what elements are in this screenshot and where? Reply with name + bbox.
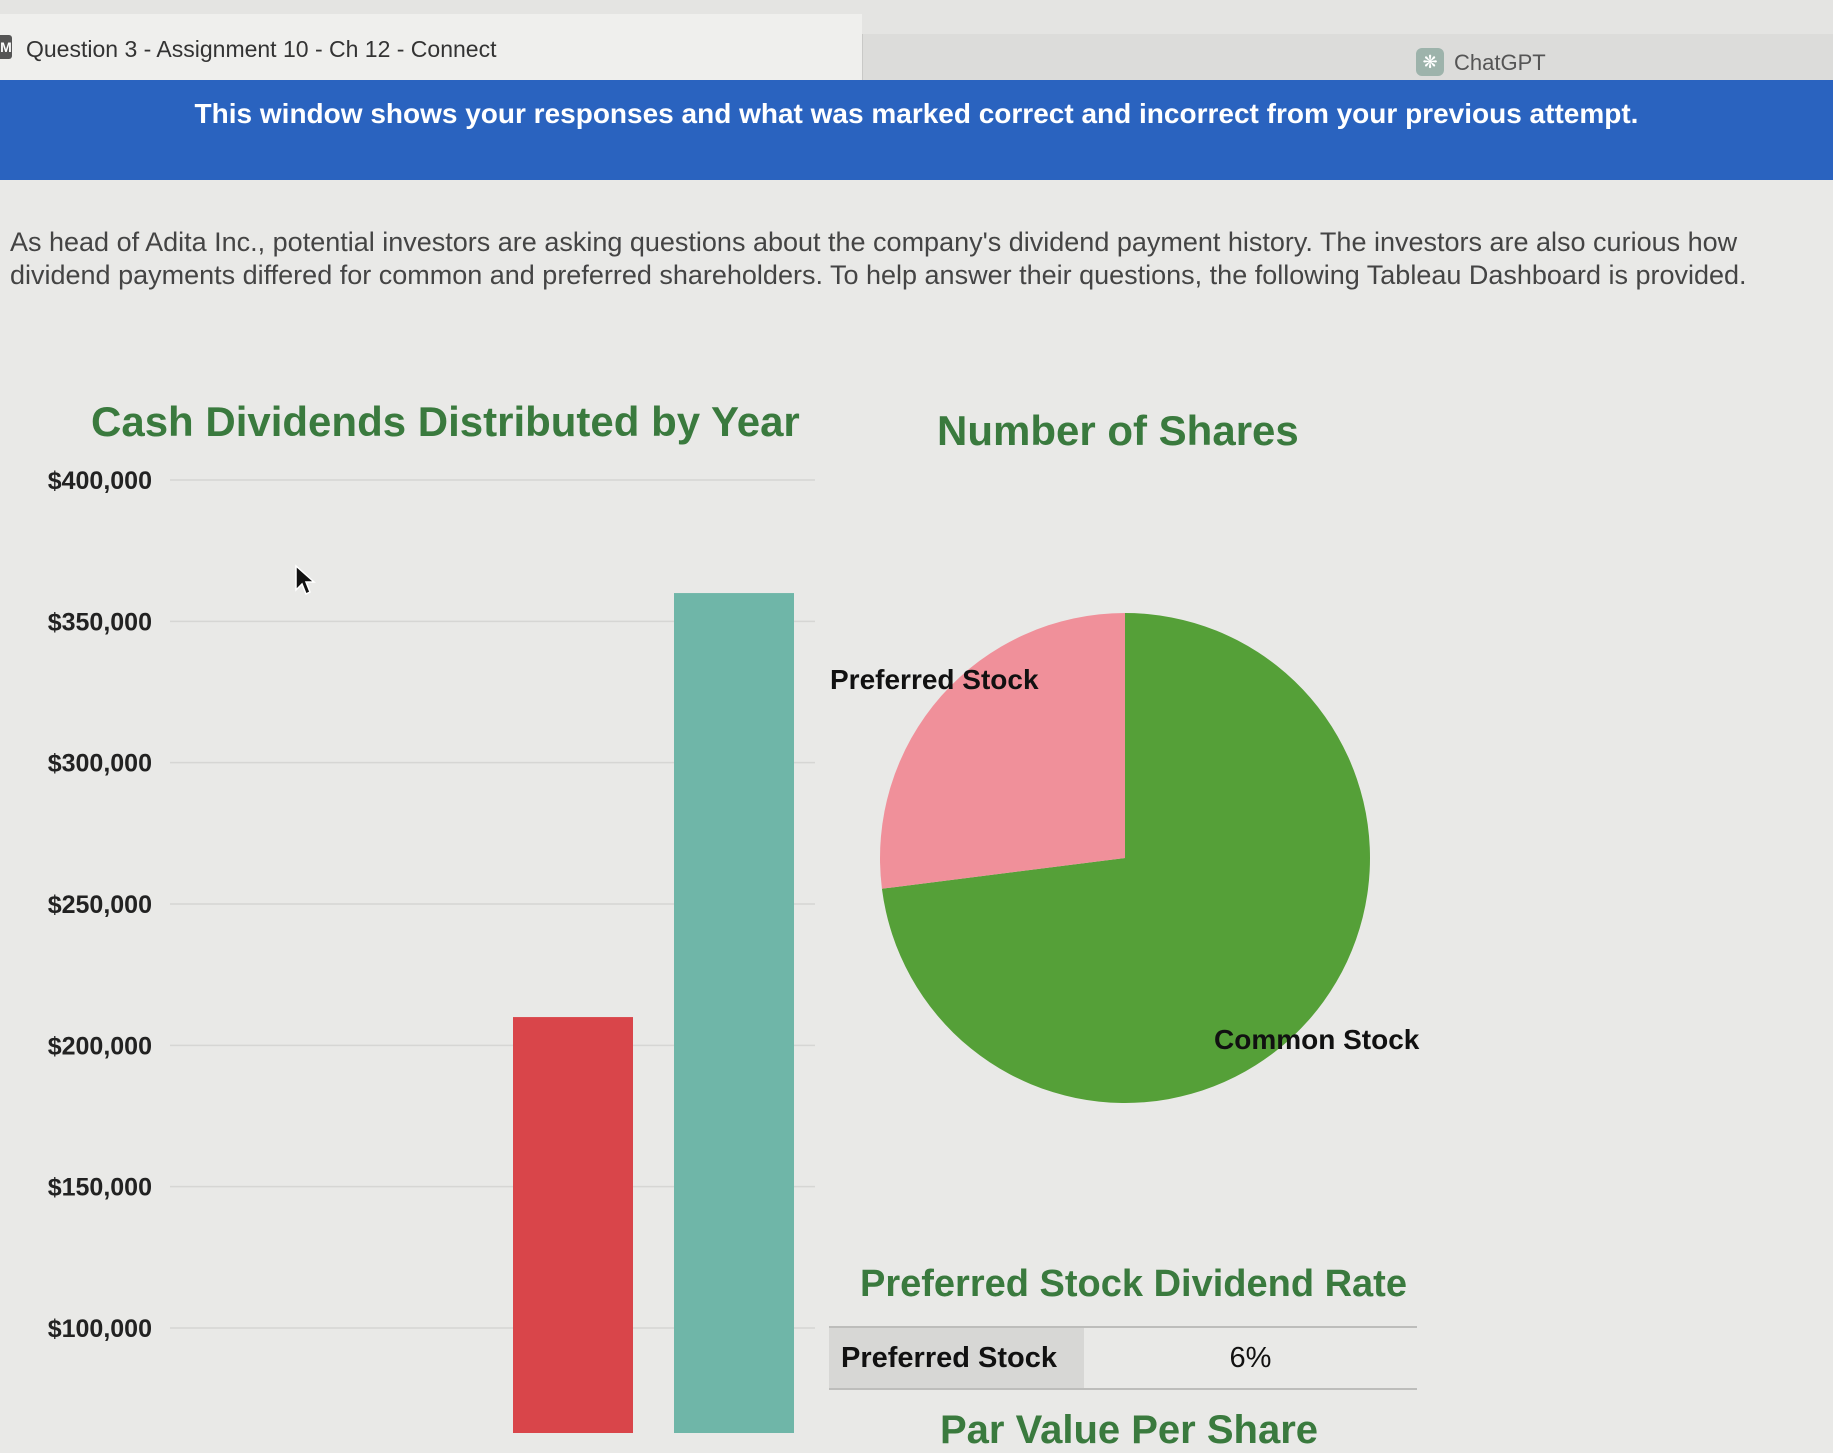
- pie-chart-title: Number of Shares: [937, 407, 1299, 454]
- dividend-bar: [674, 593, 794, 1433]
- dividend-rate-title: Preferred Stock Dividend Rate: [860, 1263, 1407, 1305]
- y-tick-label: $100,000: [48, 1315, 152, 1343]
- y-tick-label: $250,000: [48, 891, 152, 919]
- question-intro: As head of Adita Inc., potential investo…: [10, 227, 1747, 290]
- pie-slice: [881, 613, 1370, 1103]
- tab-title-chatgpt[interactable]: ChatGPT: [1454, 50, 1546, 75]
- pie-slice: [880, 613, 1125, 889]
- y-tick-label: $300,000: [48, 750, 152, 778]
- y-tick-label: $400,000: [48, 467, 152, 495]
- chatgpt-icon: ❋: [1416, 48, 1444, 76]
- y-tick-label: $200,000: [48, 1032, 152, 1060]
- rate-value: 6%: [1229, 1342, 1272, 1374]
- y-tick-label: $350,000: [48, 608, 152, 636]
- browser-tab-active[interactable]: [0, 14, 862, 84]
- mouse-cursor-icon: [295, 564, 316, 596]
- par-value-title: Par Value Per Share: [940, 1408, 1319, 1452]
- dividend-bar: [513, 1017, 633, 1433]
- shares-pie-chart: [880, 613, 1370, 1103]
- rate-label: Preferred Stock: [829, 1328, 1084, 1388]
- bar-chart-title: Cash Dividends Distributed by Year: [91, 398, 800, 445]
- tab-title[interactable]: Question 3 - Assignment 10 - Ch 12 - Con…: [26, 36, 497, 62]
- pie-label-common: Common Stock: [1214, 1024, 1420, 1055]
- banner-text: This window shows your responses and wha…: [194, 98, 1639, 129]
- browser-tab-chatgpt[interactable]: [862, 34, 1833, 84]
- y-tick-label: $150,000: [48, 1174, 152, 1202]
- dividends-bar-chart: $400,000 $350,000 $300,000 $250,000 $200,000…: [48, 467, 815, 1433]
- connect-app-icon: M: [0, 35, 12, 59]
- pie-label-preferred: Preferred Stock: [830, 664, 1039, 695]
- dividend-rate-table: Preferred Stock 6%: [829, 1326, 1417, 1390]
- previous-attempt-banner: [0, 80, 1833, 180]
